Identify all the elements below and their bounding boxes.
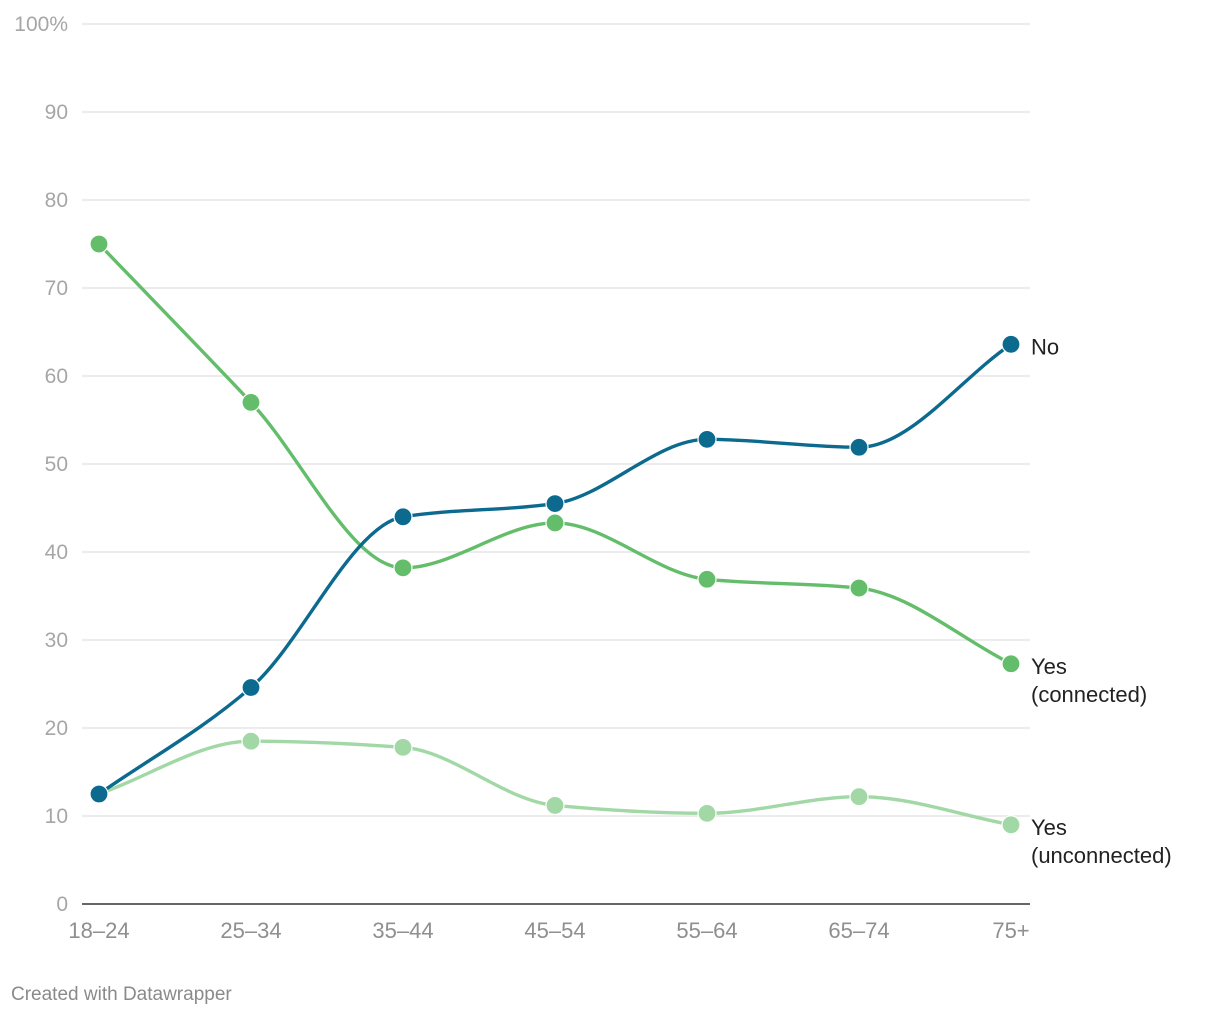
data-point-no xyxy=(89,784,109,804)
y-tick-label: 70 xyxy=(45,277,68,300)
y-tick-label: 80 xyxy=(45,189,68,212)
series-lines xyxy=(89,234,1021,835)
series-line-no xyxy=(97,342,1013,796)
y-axis-tick-labels: 0 10 20 30 40 50 60 70 80 90 100% xyxy=(14,13,68,916)
series-yes-unconnected xyxy=(89,731,1021,835)
series-yes-connected xyxy=(89,234,1021,674)
data-point-yes-unconnected xyxy=(545,795,565,816)
y-tick-label: 20 xyxy=(45,717,68,740)
data-point-no xyxy=(241,677,261,698)
y-tick-label: 60 xyxy=(45,365,68,388)
series-label-yes-unconnected: Yes (unconnected) xyxy=(1031,815,1172,868)
y-tick-label: 30 xyxy=(45,629,68,652)
footer-credit: Created with Datawrapper xyxy=(11,984,232,1005)
data-point-no xyxy=(697,429,717,449)
data-point-no xyxy=(1001,334,1021,354)
x-tick-label: 65–74 xyxy=(828,918,889,943)
data-point-yes-unconnected xyxy=(1001,815,1021,835)
series-labels: Yes (unconnected) Yes (connected) No xyxy=(1031,334,1172,867)
data-point-yes-unconnected xyxy=(241,731,261,751)
data-point-no xyxy=(393,507,413,527)
x-tick-label: 25–34 xyxy=(220,918,281,943)
x-tick-label: 75+ xyxy=(992,918,1029,943)
series-no xyxy=(89,334,1021,804)
data-point-yes-connected xyxy=(241,392,261,412)
series-label-yes-connected: Yes (connected) xyxy=(1031,654,1147,707)
data-point-yes-connected xyxy=(545,513,565,533)
y-tick-label: 50 xyxy=(45,453,68,476)
data-point-yes-connected xyxy=(89,234,109,254)
data-point-yes-unconnected xyxy=(697,803,717,823)
y-tick-label: 40 xyxy=(45,541,68,564)
x-axis-tick-labels: 18–24 25–34 35–44 45–54 55–64 65–74 75+ xyxy=(68,918,1029,943)
data-point-yes-connected xyxy=(697,569,717,589)
data-point-no xyxy=(849,437,869,457)
y-tick-label: 0 xyxy=(56,893,68,916)
x-tick-label: 45–54 xyxy=(524,918,585,943)
data-point-yes-connected xyxy=(849,578,869,598)
x-tick-label: 18–24 xyxy=(68,918,129,943)
data-point-yes-connected xyxy=(1001,654,1021,674)
series-line-yes-connected xyxy=(97,242,1013,666)
data-point-no xyxy=(545,494,565,514)
data-point-yes-unconnected xyxy=(393,737,413,757)
gridlines xyxy=(82,23,1030,905)
data-point-yes-connected xyxy=(393,558,413,578)
y-tick-label: 10 xyxy=(45,805,68,828)
series-label-no: No xyxy=(1031,334,1059,359)
y-tick-label: 90 xyxy=(45,101,68,124)
data-point-yes-unconnected xyxy=(849,787,869,807)
x-tick-label: 35–44 xyxy=(372,918,433,943)
x-tick-label: 55–64 xyxy=(676,918,737,943)
y-tick-label: 100% xyxy=(14,13,68,36)
